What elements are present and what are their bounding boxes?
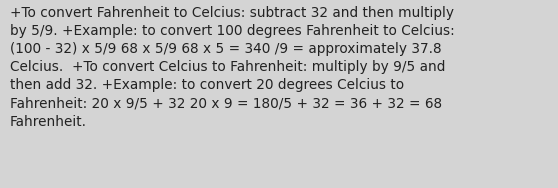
Text: +To convert Fahrenheit to Celcius: subtract 32 and then multiply
by 5/9. +Exampl: +To convert Fahrenheit to Celcius: subtr…	[10, 6, 455, 129]
